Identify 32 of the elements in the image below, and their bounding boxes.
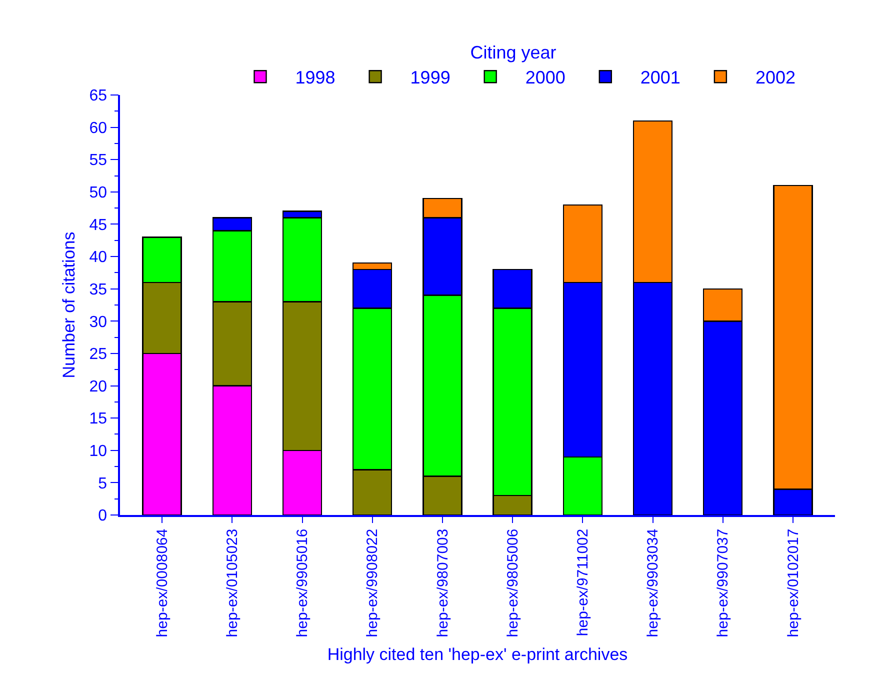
y-tick-label: 10 [89,442,108,460]
x-tick-label: hep-ex/0008064 [154,528,171,638]
y-axis-title: Number of citations [59,232,78,378]
y-tick-label: 65 [89,88,108,105]
x-tick-label: hep-ex/9908022 [364,528,382,638]
y-tick-label: 55 [89,152,108,170]
x-tick-label: hep-ex/9903034 [644,528,662,638]
x-tick-label: hep-ex/9905016 [294,528,312,638]
legend-label: 2001 [640,68,680,88]
x-tick-label: hep-ex/9711002 [574,528,592,636]
y-tick-label: 15 [89,410,108,428]
x-tick-label: hep-ex/9907037 [714,528,732,638]
y-tick-label: 40 [89,249,108,266]
x-tick-label: hep-ex/9805006 [504,528,522,638]
y-tick-label: 45 [89,216,108,234]
y-tick-label: 25 [89,346,108,364]
y-tick-label: 0 [98,508,108,525]
y-tick-label: 50 [89,184,108,202]
legend-label: 2000 [525,68,566,88]
x-tick-label: hep-ex/0102017 [784,528,802,638]
legend-label: 1998 [295,68,336,88]
x-axis-title: Highly cited ten 'hep-ex' e-print archives [327,645,628,664]
y-tick-label: 5 [98,475,108,492]
y-tick-label: 35 [89,281,108,298]
x-tick-label: hep-ex/0105023 [224,528,242,638]
x-tick-label: hep-ex/9807003 [434,528,452,638]
legend-label: 1999 [410,68,450,88]
y-tick-label: 60 [89,120,108,137]
y-tick-label: 20 [89,378,108,396]
legend-label: 2002 [755,68,796,88]
legend-title: Citing year [470,42,556,62]
y-tick-label: 30 [89,314,108,331]
